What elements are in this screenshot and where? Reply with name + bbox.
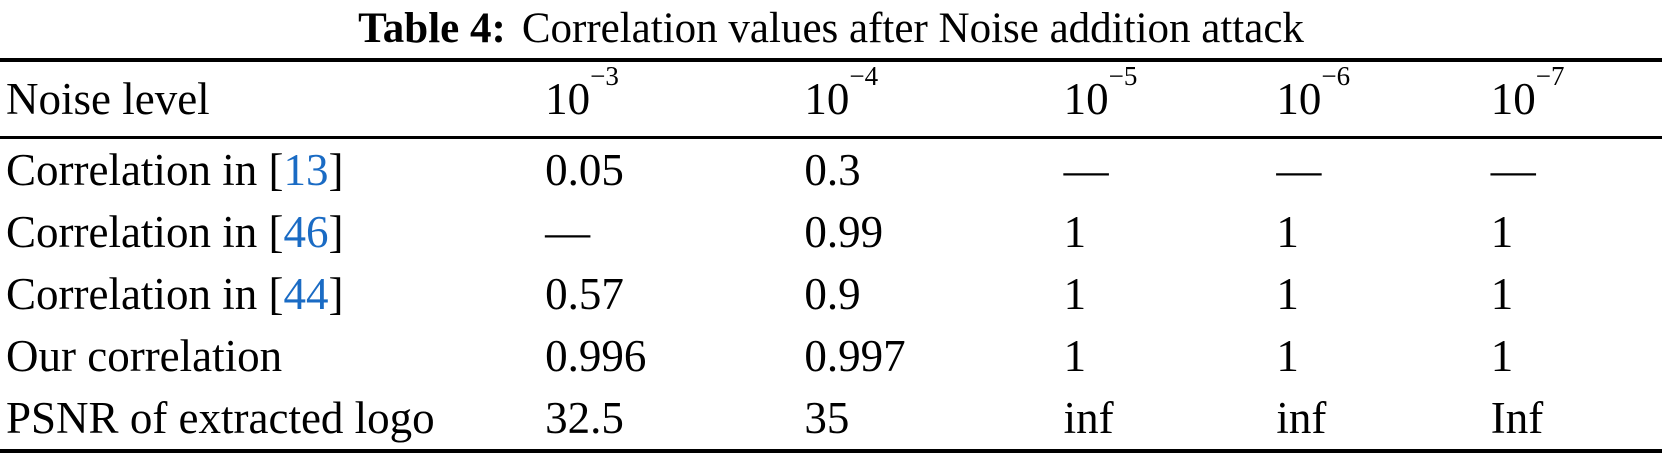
exponent-sup: −6 bbox=[1321, 60, 1351, 91]
table-row-correlation-44: Correlation in [44] 0.57 0.9 1 1 1 bbox=[0, 263, 1662, 325]
header-noise-1e-4: 10−4 bbox=[804, 60, 1064, 139]
table-cell: 0.3 bbox=[804, 145, 861, 195]
table-cell: 0.05 bbox=[545, 145, 624, 195]
table-cell: 1 bbox=[1063, 269, 1087, 319]
header-noise-1e-7: 10−7 bbox=[1490, 60, 1662, 139]
header-noise-1e-3: 10−3 bbox=[545, 60, 805, 139]
exponent-sup: −7 bbox=[1535, 60, 1565, 91]
exponent-sup: −3 bbox=[590, 60, 619, 91]
table-caption: Table 4: Correlation values after Noise a… bbox=[0, 0, 1662, 58]
table-cell: 1 bbox=[1063, 207, 1087, 257]
row-label: Correlation in [46] bbox=[0, 201, 545, 263]
row-label-suffix: ] bbox=[328, 269, 344, 319]
header-noise-1e-6: 10−6 bbox=[1276, 60, 1491, 139]
header-noise-level-label: Noise level bbox=[0, 60, 546, 139]
table-caption-label: Table 4: bbox=[358, 5, 506, 52]
exponent-base: 10 bbox=[1490, 74, 1536, 124]
table-caption-text: Correlation values after Noise addition … bbox=[521, 5, 1304, 52]
table-cell: 0.996 bbox=[545, 331, 647, 381]
table-cell: 1 bbox=[1490, 207, 1514, 257]
citation-link[interactable]: 13 bbox=[283, 145, 329, 195]
table-cell: 0.99 bbox=[804, 207, 884, 257]
row-label-text: Correlation in [ bbox=[6, 145, 284, 195]
exponent-base: 10 bbox=[545, 74, 591, 124]
exponent-sup: −5 bbox=[1108, 60, 1138, 91]
row-label-text: PSNR of extracted logo bbox=[6, 393, 435, 443]
header-noise-1e-5: 10−5 bbox=[1063, 60, 1277, 139]
table-cell: 1 bbox=[1276, 207, 1299, 257]
row-label: Correlation in [44] bbox=[0, 263, 545, 325]
row-label-suffix: ] bbox=[328, 145, 344, 195]
row-label-text: Correlation in [ bbox=[6, 269, 284, 319]
table-row-correlation-13: Correlation in [13] 0.05 0.3 — — — bbox=[0, 138, 1662, 202]
row-label: Our correlation bbox=[0, 325, 545, 387]
table-cell: 1 bbox=[1276, 331, 1299, 381]
table-cell: — bbox=[545, 207, 591, 257]
exponent-base: 10 bbox=[1063, 74, 1109, 124]
exponent-base: 10 bbox=[1276, 74, 1322, 124]
table-row-correlation-46: Correlation in [46] — 0.99 1 1 1 bbox=[0, 201, 1662, 263]
table-cell: 35 bbox=[804, 393, 850, 443]
row-label: PSNR of extracted logo bbox=[0, 387, 545, 451]
exponent-base: 10 bbox=[804, 74, 850, 124]
table-cell: 1 bbox=[1276, 269, 1299, 319]
table-row-psnr: PSNR of extracted logo 32.5 35 inf inf I… bbox=[0, 387, 1662, 451]
citation-link[interactable]: 46 bbox=[283, 207, 329, 257]
table-cell: inf bbox=[1276, 393, 1327, 443]
table-row-our-correlation: Our correlation 0.996 0.997 1 1 1 bbox=[0, 325, 1662, 387]
row-label: Correlation in [13] bbox=[0, 138, 545, 202]
table-header-row: Noise level 10−3 10−4 10−5 10−6 10−7 bbox=[0, 60, 1662, 139]
correlation-table: Noise level 10−3 10−4 10−5 10−6 10−7 Cor… bbox=[0, 58, 1662, 453]
table-cell: 1 bbox=[1063, 331, 1087, 381]
table-cell: — bbox=[1490, 145, 1536, 195]
table-cell: — bbox=[1063, 145, 1109, 195]
table-cell: Inf bbox=[1490, 393, 1544, 443]
table-cell: inf bbox=[1063, 393, 1114, 443]
row-label-text: Our correlation bbox=[6, 331, 283, 381]
row-label-text: Correlation in [ bbox=[6, 207, 284, 257]
table-cell: 0.997 bbox=[804, 331, 906, 381]
table-cell: 0.57 bbox=[545, 269, 624, 319]
citation-link[interactable]: 44 bbox=[283, 269, 329, 319]
table-cell: 1 bbox=[1490, 269, 1514, 319]
table-cell: 0.9 bbox=[804, 269, 861, 319]
table-cell: — bbox=[1276, 145, 1322, 195]
table-cell: 32.5 bbox=[545, 393, 624, 443]
row-label-suffix: ] bbox=[328, 207, 344, 257]
exponent-sup: −4 bbox=[849, 60, 879, 91]
table-cell: 1 bbox=[1490, 331, 1514, 381]
